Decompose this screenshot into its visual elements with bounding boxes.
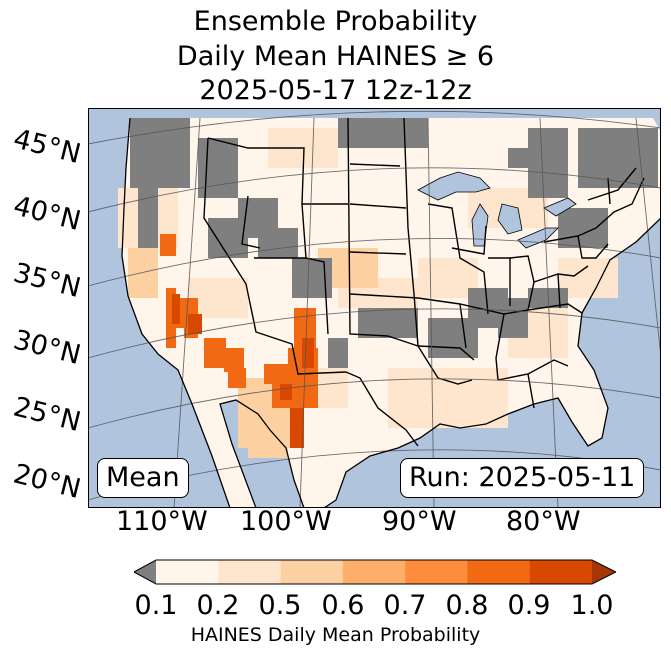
colorbar-segment [280, 560, 344, 584]
colorbar-tick-1: 0.2 [196, 590, 240, 621]
no-data-area [138, 188, 158, 248]
colorbar-tick-4: 0.7 [383, 590, 427, 621]
title-line-3: 2025-05-17 12z-12z [199, 75, 472, 106]
high-probability-area [160, 234, 176, 256]
colorbar-tick-2: 0.5 [258, 590, 302, 621]
no-data-area [338, 118, 428, 148]
coastline [121, 117, 661, 508]
no-data-area [508, 148, 538, 168]
colorbar-tick-6: 0.9 [507, 590, 551, 621]
colorbar-label: HAINES Daily Mean Probability [190, 624, 481, 646]
run-date-box: Run: 2025-05-11 [400, 458, 645, 498]
colorbar-under-arrow [134, 560, 156, 584]
very-high-probability-area [280, 384, 292, 400]
colorbar-tick-3: 0.6 [321, 590, 365, 621]
title-line-2: Daily Mean HAINES ≥ 6 [176, 41, 495, 72]
colorbar-segment [529, 560, 593, 584]
no-data-area [208, 218, 248, 258]
colorbar-over-arrow [592, 560, 616, 584]
no-data-area [258, 228, 298, 258]
high-probability-area [264, 364, 294, 384]
moderate-probability-area [128, 248, 158, 298]
no-data-area [358, 308, 378, 338]
no-data-cells [130, 118, 658, 368]
lat-label-40: 40°N [10, 190, 84, 238]
colorbar-segment [405, 560, 468, 584]
great-lakes [417, 171, 577, 249]
colorbar-segment [218, 560, 282, 584]
no-data-area [198, 138, 238, 198]
light-probability-area [388, 368, 508, 428]
very-high-probability-area [172, 294, 180, 324]
high-probability-area [166, 288, 176, 348]
very-high-probability-area [188, 314, 202, 334]
lat-label-45: 45°N [10, 123, 84, 171]
lat-label-30: 30°N [10, 324, 84, 372]
high-probability-area [228, 368, 246, 388]
colorbar-segment [467, 560, 531, 584]
no-data-area [578, 128, 658, 188]
no-data-area [588, 218, 608, 248]
colorbar-tick-7: 1.0 [570, 590, 614, 621]
no-data-area [328, 338, 348, 368]
state-borders [203, 117, 645, 447]
colorbar [134, 559, 616, 585]
colorbar-tick-5: 0.8 [445, 590, 489, 621]
high-probability-area [224, 348, 244, 372]
no-data-area [130, 118, 190, 188]
lat-label-35: 35°N [10, 257, 84, 305]
very-high-probability-area [290, 408, 304, 448]
map-frame [88, 108, 661, 508]
high-probability-area [204, 338, 226, 368]
colorbar-segment [156, 560, 219, 584]
title-line-1: Ensemble Probability [193, 6, 478, 37]
lon-label-90w: 90°W [382, 506, 457, 537]
colorbar-segments [156, 560, 593, 584]
colorbar-tick-0: 0.1 [134, 590, 178, 621]
lon-label-80w: 80°W [506, 506, 581, 537]
probability-map [88, 108, 661, 508]
colorbar-segment [342, 560, 406, 584]
lon-label-100w: 100°W [240, 506, 332, 537]
lat-label-20: 20°N [10, 458, 84, 506]
lat-label-25: 25°N [10, 391, 84, 439]
no-data-area [498, 298, 528, 338]
lon-label-110w: 110°W [116, 506, 208, 537]
statistic-label-box: Mean [97, 458, 189, 498]
very-high-probability-area [302, 338, 314, 368]
no-data-area [378, 308, 418, 338]
colorbar-outline [134, 559, 616, 585]
